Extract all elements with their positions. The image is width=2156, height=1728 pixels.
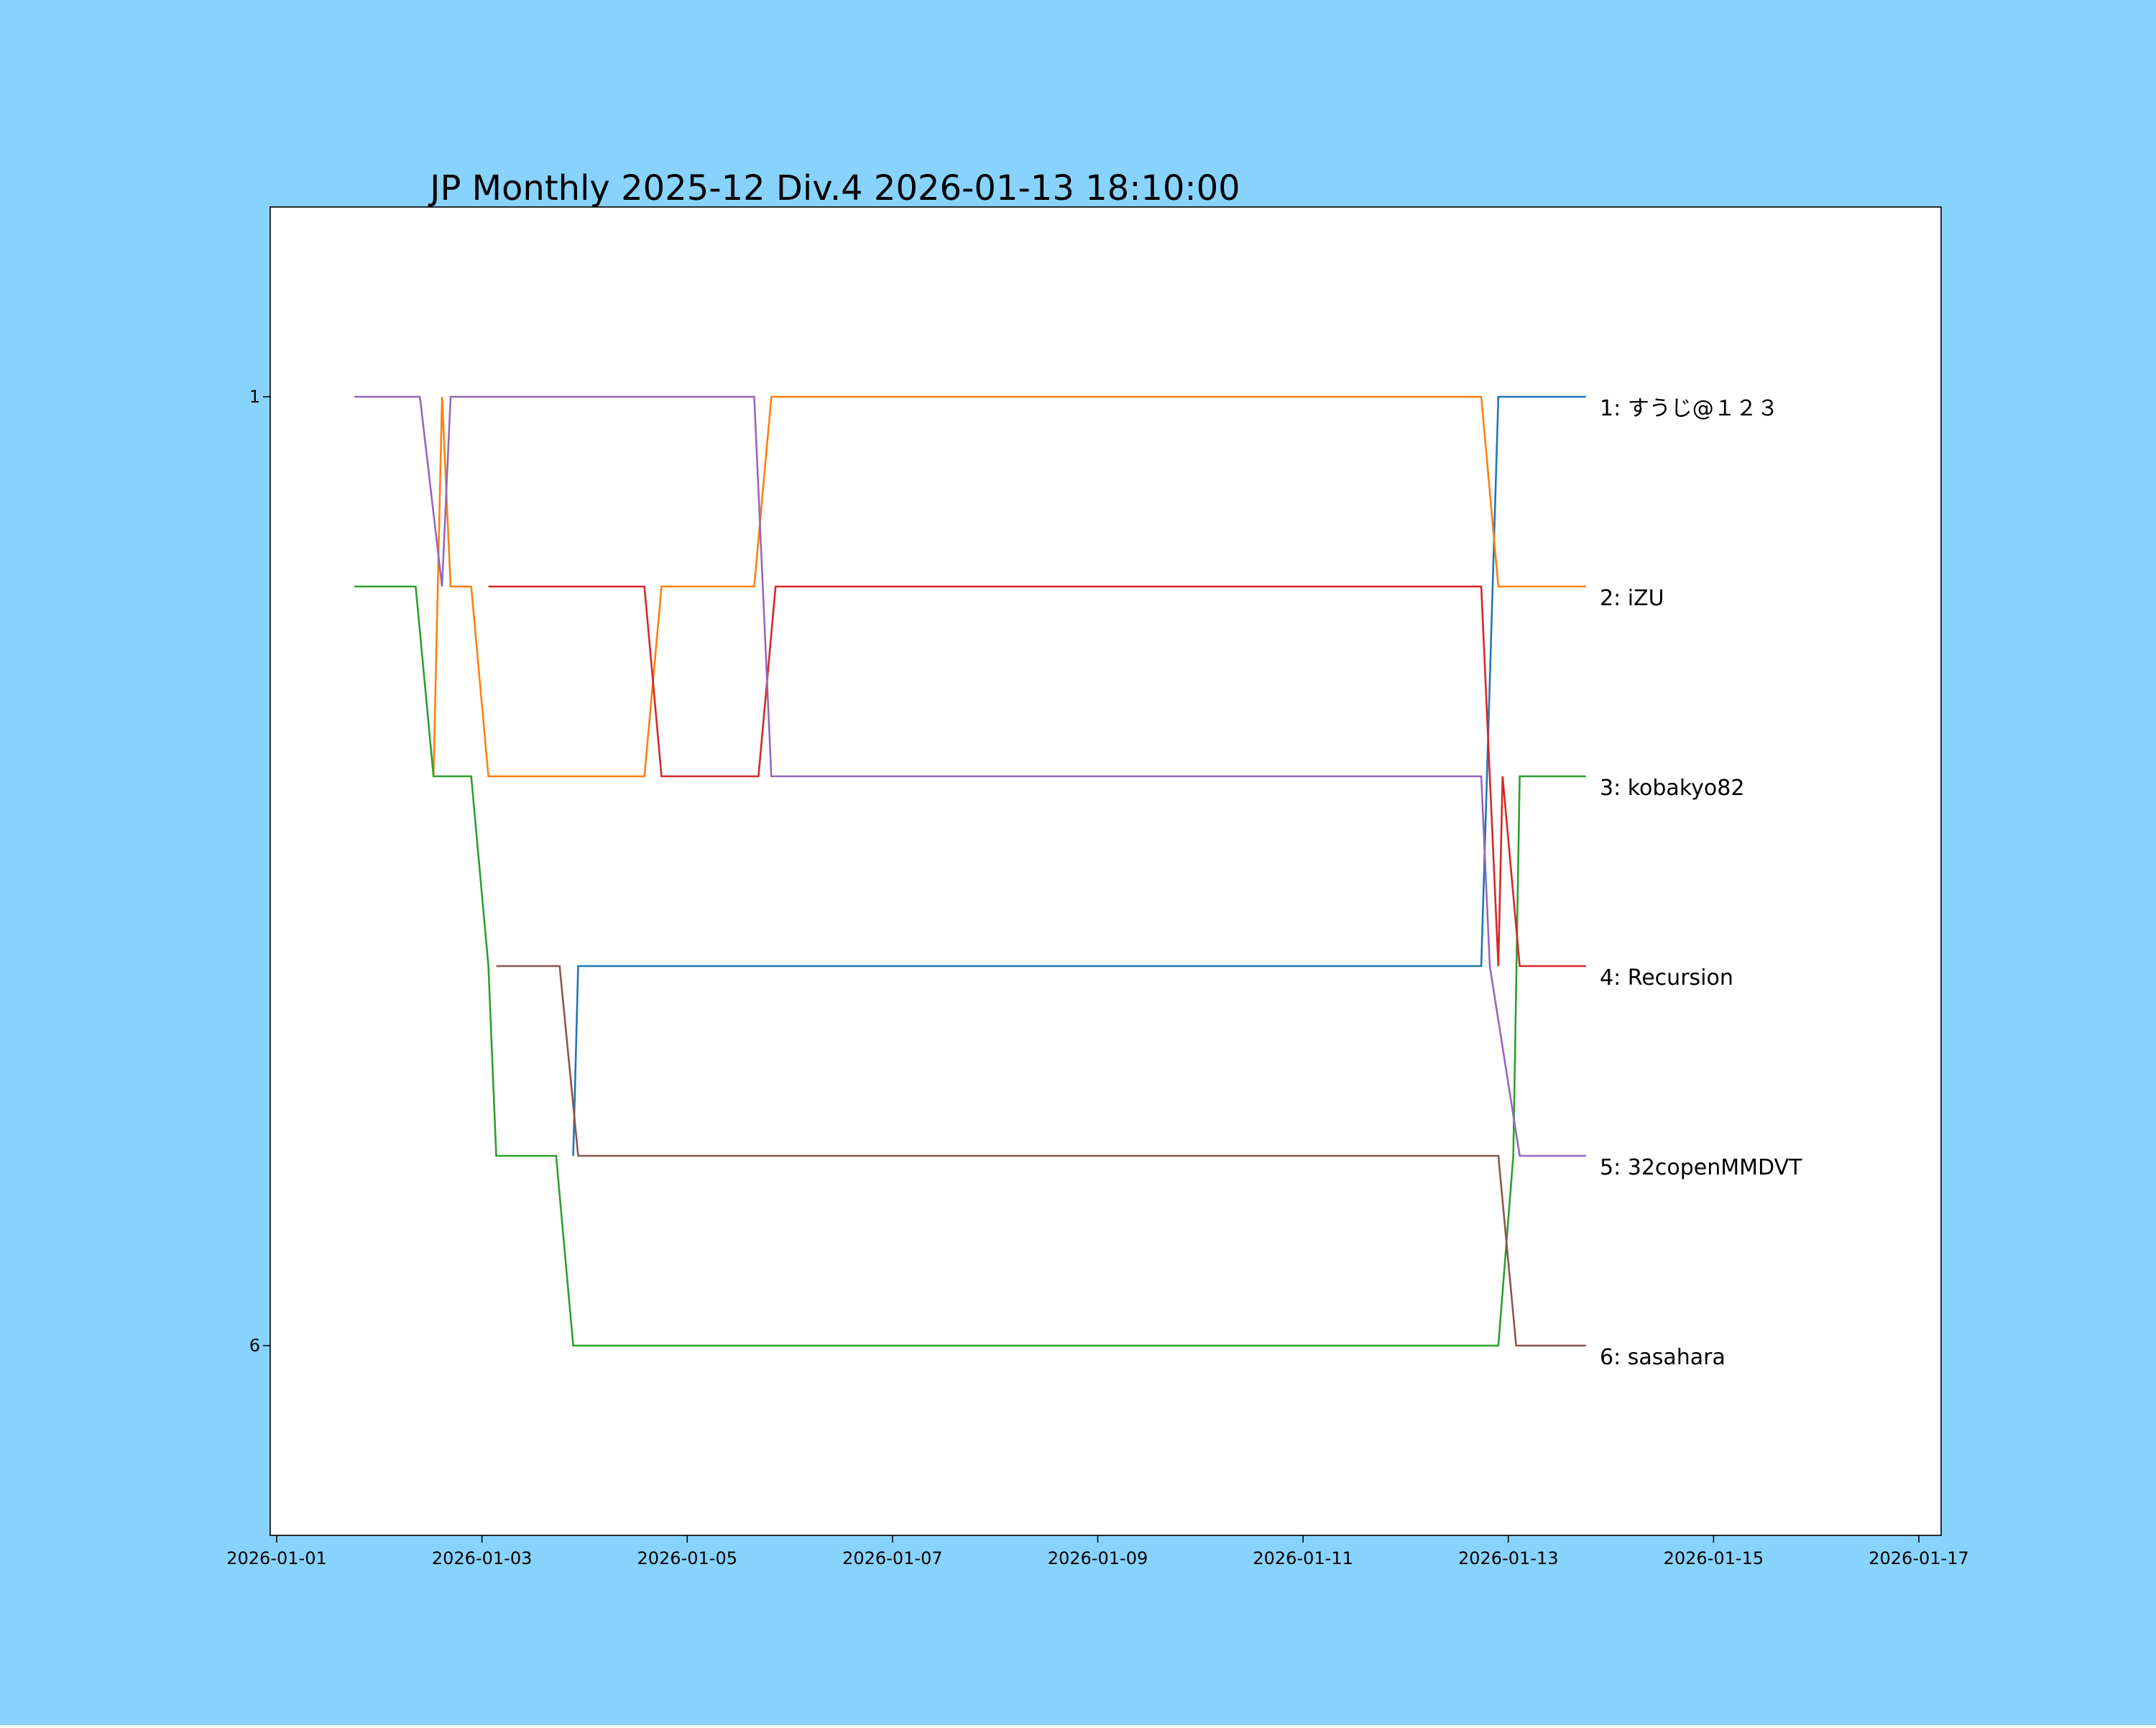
end-label-rank-1: 1: すうじ@１２３: [1600, 396, 1779, 421]
end-label-rank-3: 3: kobakyo82: [1600, 776, 1744, 801]
x-tick-label: 2026-01-13: [1458, 1548, 1558, 1568]
series-line-6: [496, 965, 1586, 1347]
series-line-5: [354, 395, 1586, 1157]
x-tick-label: 2026-01-01: [226, 1548, 326, 1568]
end-label-rank-6: 6: sasahara: [1600, 1345, 1726, 1370]
y-tick-label: 6: [249, 1336, 260, 1356]
tick-layer: 2026-01-01 2026-01-03 2026-01-05 2026-01-07…: [226, 387, 1968, 1568]
series-line-3: [354, 585, 1586, 1347]
series-layer: [354, 395, 1586, 1347]
end-label-rank-2: 2: iZU: [1600, 586, 1664, 611]
y-tick-label: 1: [249, 387, 260, 407]
x-tick-label: 2026-01-17: [1869, 1548, 1968, 1568]
x-tick-label: 2026-01-07: [842, 1548, 942, 1568]
x-tick-label: 2026-01-09: [1048, 1548, 1148, 1568]
x-tick-label: 2026-01-05: [637, 1548, 737, 1568]
end-label-rank-4: 4: Recursion: [1600, 965, 1733, 991]
x-tick-label: 2026-01-03: [432, 1548, 532, 1568]
plot-area: [270, 207, 1941, 1535]
plot-frame: [270, 206, 1942, 1536]
x-tick-label: 2026-01-15: [1664, 1548, 1764, 1568]
series-line-4: [488, 585, 1586, 968]
end-label-rank-5: 5: 32copenMMDVT: [1600, 1155, 1802, 1180]
chart-title: JP Monthly 2025-12 Div.4 2026-01-13 18:1…: [428, 168, 1240, 208]
end-label-layer: 1: すうじ@１２３ 2: iZU 3: kobakyo82 4: Recursion…: [1600, 396, 1802, 1370]
x-tick-label: 2026-01-11: [1253, 1548, 1353, 1568]
series-line-1: [572, 395, 1586, 1157]
